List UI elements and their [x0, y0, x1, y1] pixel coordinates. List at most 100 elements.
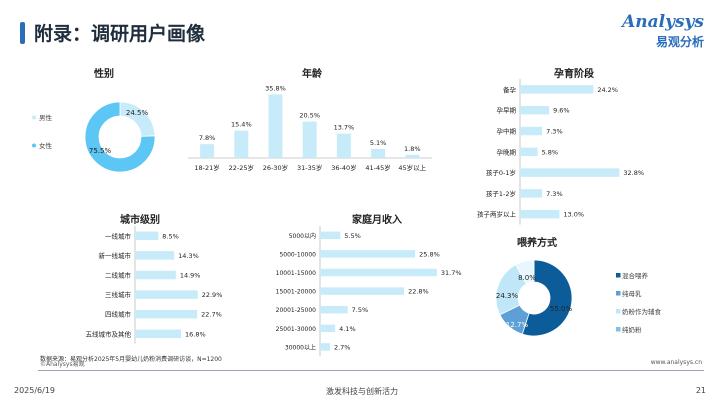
city-tick-label-4: 四线城市: [105, 310, 132, 319]
pregnancy-bar-2: [520, 126, 543, 136]
age-tick-label-3: 31-35岁: [297, 163, 322, 172]
pregnancy-tick-label-1: 孕早期: [497, 107, 517, 115]
feeding-slice-0: [521, 259, 573, 337]
city-tick-label-1: 新一线城市: [99, 251, 132, 260]
city-bar-4: [135, 309, 198, 319]
footer-divider: [38, 370, 704, 371]
income-tick-label-6: 30000以上: [285, 343, 316, 351]
income-bar-3: [320, 287, 405, 295]
income-data-label-0: 5.5%: [344, 232, 361, 240]
city-data-label-5: 16.8%: [185, 330, 206, 338]
logo-wordmark: Analysys: [622, 12, 704, 32]
pregnancy-bar-6: [520, 209, 560, 219]
gender-chart-title: 性别: [93, 67, 114, 80]
income-bar-4: [320, 305, 348, 314]
age-bar-2: [268, 94, 283, 158]
logo-subtitle: 易观分析: [655, 35, 704, 49]
city-bar-5: [135, 329, 182, 339]
age-bar-1: [234, 130, 249, 158]
gender-legend-label-0: 男性: [39, 113, 53, 122]
pregnancy-chart-title: 孕育阶段: [554, 67, 594, 80]
feeding-legend-label-2: 奶粉作为辅食: [622, 307, 662, 316]
feeding-legend-label-0: 混合喂养: [622, 271, 649, 280]
age-data-label-4: 13.7%: [334, 124, 355, 132]
pregnancy-bar-5: [520, 189, 543, 198]
income-chart-title: 家庭月收入: [352, 213, 402, 226]
gender-legend-marker-0: [32, 115, 36, 120]
age-data-label-3: 20.5%: [299, 112, 320, 120]
report-date: 2025/6/19: [14, 386, 56, 395]
city-bar-3: [135, 290, 198, 299]
city-bar-2: [135, 270, 176, 280]
income-tick-label-1: 5000-10000: [279, 251, 316, 258]
age-data-label-0: 7.8%: [199, 134, 216, 142]
pregnancy-data-label-3: 5.8%: [542, 148, 559, 156]
pregnancy-data-label-4: 32.8%: [623, 169, 644, 177]
feeding-legend-marker-2: [616, 309, 621, 314]
page-number: 21: [695, 386, 706, 395]
pregnancy-tick-label-5: 孩子1-2岁: [486, 189, 516, 198]
city-data-label-3: 22.9%: [202, 291, 223, 299]
pregnancy-tick-label-3: 孕晚期: [497, 147, 517, 156]
city-tick-label-2: 二线城市: [105, 271, 132, 280]
pregnancy-bar-1: [520, 105, 550, 115]
analysys-logo: Analysys 易观分析: [618, 12, 704, 56]
age-bar-5: [371, 148, 386, 158]
income-data-label-4: 7.5%: [352, 306, 369, 314]
feeding-slice-label-0: 55.0%: [550, 305, 573, 313]
city-data-label-1: 14.3%: [178, 252, 199, 260]
feeding-legend-marker-1: [616, 291, 621, 296]
age-tick-label-6: 45岁以上: [398, 163, 426, 172]
income-bar-6: [320, 343, 330, 351]
age-tick-label-1: 22-25岁: [229, 163, 254, 172]
feeding-legend-label-1: 纯母乳: [622, 289, 642, 298]
age-bar-4: [336, 133, 351, 158]
city-chart-title: 城市级别: [120, 213, 160, 226]
pregnancy-tick-label-0: 备孕: [503, 85, 517, 94]
age-tick-label-5: 41-45岁: [365, 163, 390, 172]
gender-slice-label-1: 75.5%: [89, 147, 112, 155]
age-tick-label-0: 18-21岁: [194, 163, 219, 172]
feeding-slice-label-3: 8.0%: [518, 274, 536, 282]
income-data-label-2: 31.7%: [441, 269, 462, 277]
city-bar-1: [135, 251, 175, 260]
data-source-note: 数据来源：易观分析2025年5月婴幼儿奶粉消费调研访谈，N=1200: [40, 356, 222, 363]
age-data-label-1: 15.4%: [231, 121, 252, 129]
city-tick-label-3: 三线城市: [105, 290, 132, 299]
age-bar-0: [200, 144, 215, 158]
pregnancy-data-label-2: 7.3%: [546, 128, 563, 136]
footer-slogan: 激发科技与创新活力: [326, 387, 398, 396]
feeding-legend-label-3: 纯奶粉: [622, 325, 642, 334]
income-data-label-3: 22.8%: [408, 288, 429, 296]
age-data-label-6: 1.8%: [404, 145, 421, 153]
income-tick-label-2: 10001-15000: [276, 270, 317, 277]
pregnancy-bar-0: [520, 85, 594, 94]
income-data-label-1: 25.8%: [419, 250, 440, 258]
feeding-slice-label-1: 12.7%: [506, 321, 529, 329]
feeding-legend-marker-0: [616, 273, 621, 278]
website-url[interactable]: www.analysys.cn: [650, 359, 702, 366]
age-data-label-5: 5.1%: [370, 139, 387, 147]
feeding-slice-3: [515, 259, 535, 285]
age-data-label-2: 35.8%: [265, 84, 286, 92]
income-bar-0: [320, 231, 341, 240]
city-data-label-4: 22.7%: [201, 311, 222, 319]
gender-slice-0: [119, 101, 156, 137]
copyright: ©Analysys易观: [40, 361, 85, 368]
pregnancy-data-label-5: 7.3%: [546, 190, 563, 198]
pregnancy-data-label-0: 24.2%: [597, 86, 618, 94]
income-tick-label-0: 5000以内: [289, 232, 316, 240]
age-bar-6: [405, 154, 420, 158]
age-tick-label-2: 26-30岁: [263, 163, 288, 172]
gender-legend-marker-1: [32, 143, 36, 148]
income-bar-2: [320, 268, 437, 277]
page-title: 附录：调研用户画像: [34, 23, 206, 45]
pregnancy-tick-label-2: 孕中期: [497, 127, 517, 136]
pregnancy-data-label-6: 13.0%: [563, 211, 584, 219]
income-bar-1: [320, 250, 416, 258]
city-data-label-2: 14.9%: [180, 272, 201, 280]
income-tick-label-4: 20001-25000: [276, 307, 317, 314]
age-bar-3: [302, 121, 317, 158]
age-chart-title: 年龄: [302, 67, 323, 80]
